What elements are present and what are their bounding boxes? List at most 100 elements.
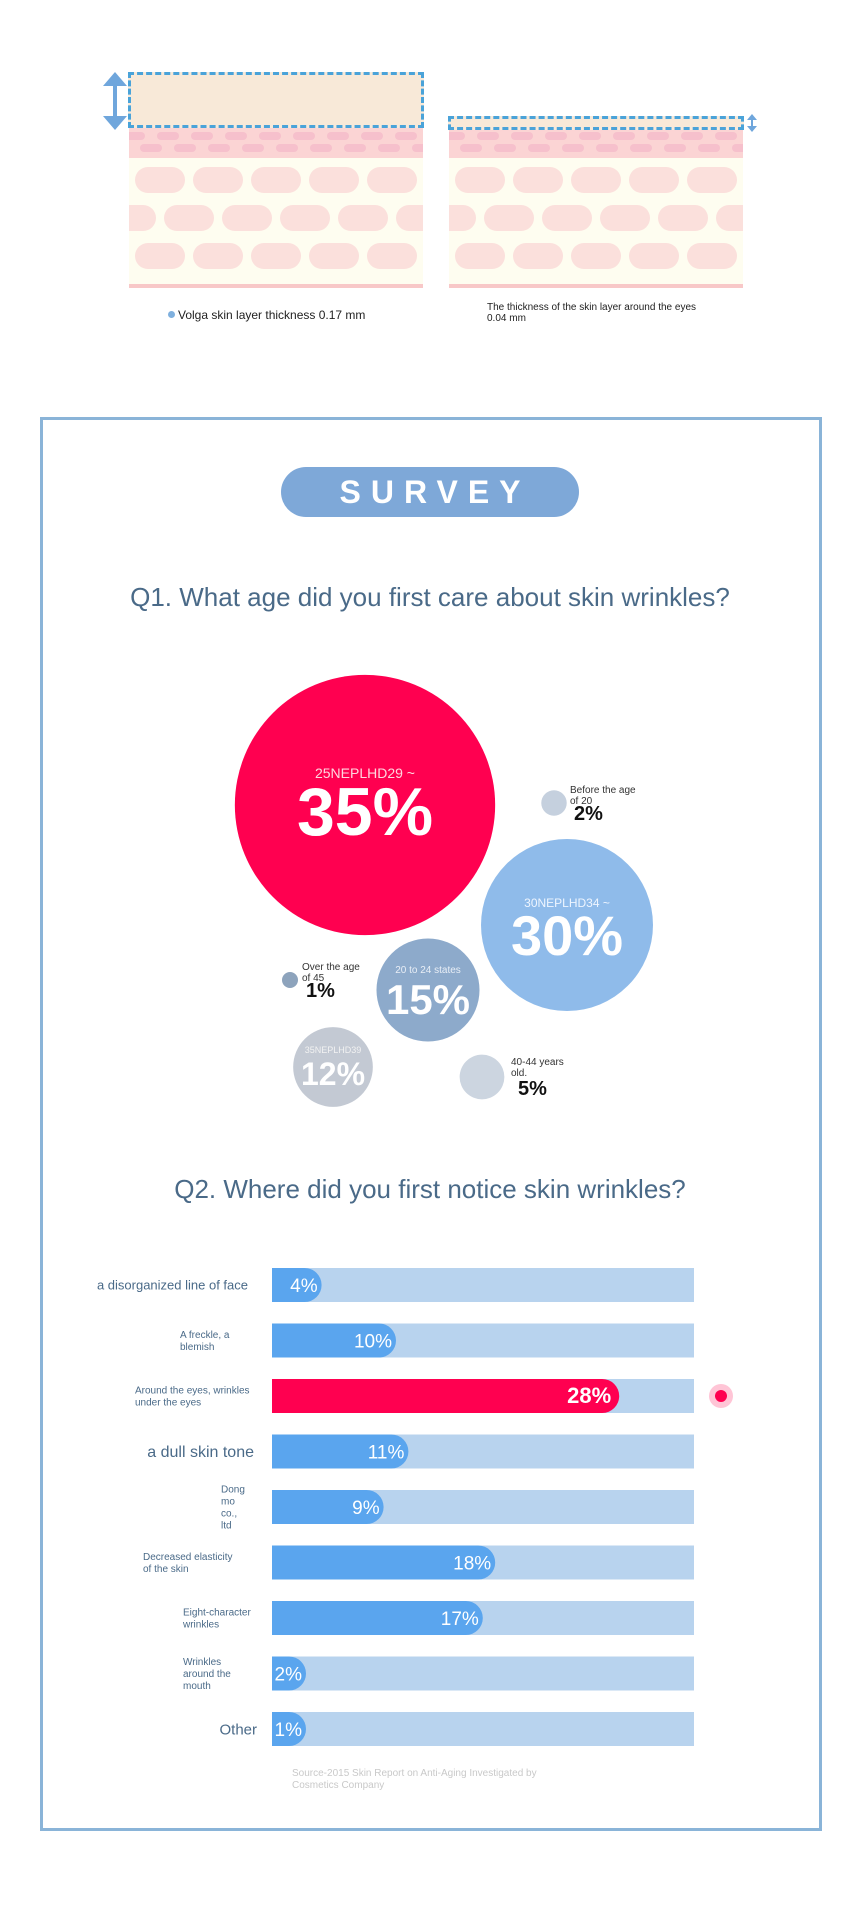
fat-cell [129, 205, 156, 231]
fat-cell [135, 167, 185, 193]
bullet-dot [168, 311, 175, 318]
bubble-value: 35% [297, 774, 433, 850]
bar-category-label: Around the eyes, wrinkles under the eyes [135, 1386, 250, 1409]
fat-cell [716, 205, 743, 231]
bubble-5: Before the age of 202% [541, 785, 636, 825]
bar-category-label: Decreased elasticity of the skin [143, 1552, 232, 1575]
skin-cell [596, 144, 618, 152]
eye-caption: The thickness of the skin layer around t… [487, 302, 707, 324]
bar [272, 1545, 496, 1580]
bubble-circle [234, 674, 496, 936]
skin-cell [477, 132, 499, 140]
bar-value-label: 4% [290, 1276, 318, 1297]
skin-cell [528, 144, 550, 152]
fat-cell [484, 205, 534, 231]
q1-bubble-chart: 25NEPLHD29 ~35%30NEPLHD34 ~30%20 to 24 s… [234, 674, 653, 1107]
fat-cell [455, 167, 505, 193]
skin-cell [293, 132, 315, 140]
fat-cell [280, 205, 330, 231]
skin-cell [225, 132, 247, 140]
bar-row-8: Other 1% [219, 1712, 694, 1746]
skin-cell [698, 144, 720, 152]
panel-base-line [449, 284, 743, 288]
bubble-label: 20 to 24 states [395, 965, 461, 976]
q2-title: Q2. Where did you first notice skin wrin… [174, 1174, 686, 1204]
bar-row-1: A freckle, a blemish 10% [180, 1323, 694, 1358]
fat-cell [309, 167, 359, 193]
bubble-value: 12% [301, 1056, 365, 1092]
skin-cell [395, 132, 417, 140]
bar-row-2: Around the eyes, wrinkles under the eyes 2… [135, 1379, 733, 1413]
bubble-label: 30NEPLHD34 ~ [524, 896, 610, 910]
skin-cell [344, 144, 366, 152]
bubble-label: Before the age of 20 [570, 785, 636, 807]
bar-category-label: A freckle, a blemish [180, 1330, 230, 1353]
bar-row-4: Dong mo co., ltd 9% [221, 1485, 694, 1532]
survey-badge: SURVEY [281, 467, 579, 517]
bar [272, 1379, 620, 1413]
fat-cell [251, 167, 301, 193]
survey-frame [40, 417, 822, 1831]
fat-cell [396, 205, 423, 231]
cheek-thickness-box [128, 72, 424, 128]
skin-cell [494, 144, 516, 152]
bubble-value: 1% [306, 980, 335, 1002]
bar-row-7: Wrinkles around the mouth 2% [183, 1656, 694, 1692]
fat-cell [629, 167, 679, 193]
fat-cell [455, 243, 505, 269]
cheek-caption-text: Volga skin layer thickness 0.17 mm [178, 308, 366, 322]
bar [272, 1434, 409, 1469]
bubble-4: 40-44 years old.5% [459, 1054, 564, 1100]
panel-base-line [129, 284, 423, 288]
skin-cell [276, 144, 298, 152]
bubble-circle [293, 1027, 373, 1107]
skin-cell [259, 132, 281, 140]
bar-category-label: a disorganized line of face [97, 1278, 248, 1293]
fat-cell [513, 243, 563, 269]
bar [272, 1601, 483, 1635]
bubble-circle [459, 1054, 505, 1100]
fat-cell [600, 205, 650, 231]
bubble-circle [481, 839, 653, 1011]
bar-value-label: 11% [368, 1443, 405, 1464]
bar-category-label: Other [219, 1721, 257, 1738]
bubble-value: 30% [511, 904, 623, 967]
bubble-label: Over the age of 45 [302, 962, 360, 984]
fat-cell [513, 167, 563, 193]
bar-track [272, 1656, 694, 1691]
skin-cell [579, 132, 601, 140]
source-note: Source-2015 Skin Report on Anti-Aging In… [292, 1768, 537, 1791]
fat-cell [367, 167, 417, 193]
bubble-value: 2% [574, 803, 603, 825]
skin-cell [613, 132, 635, 140]
bar-value-label: 28% [567, 1383, 611, 1408]
skin-illustration: Volga skin layer thickness 0.17 mm The t… [0, 0, 860, 340]
bar [272, 1490, 384, 1524]
skin-cell [361, 132, 383, 140]
q2-bar-chart: a disorganized line of face 4% A freckle, … [97, 1268, 733, 1746]
fat-cell [658, 205, 708, 231]
fat-cell [309, 243, 359, 269]
skin-cell [460, 144, 482, 152]
bar-value-label: 9% [352, 1498, 380, 1519]
skin-cell [412, 144, 423, 152]
bubble-label: 40-44 years old. [511, 1057, 564, 1079]
small-double-arrow-icon [747, 114, 757, 132]
fat-cell [164, 205, 214, 231]
eye-skin-diagram [449, 123, 743, 288]
fat-cell [338, 205, 388, 231]
bubble-1: 30NEPLHD34 ~30% [481, 839, 653, 1011]
skin-cell [511, 132, 533, 140]
skin-cell [129, 132, 145, 140]
skin-cell [562, 144, 584, 152]
fat-cell [687, 243, 737, 269]
bar-track [272, 1712, 694, 1746]
fat-cell [193, 243, 243, 269]
skin-cell [157, 132, 179, 140]
fat-cell [571, 167, 621, 193]
fat-cell [222, 205, 272, 231]
skin-cell [647, 132, 669, 140]
eye-caption-text: The thickness of the skin layer around t… [487, 302, 697, 324]
bar [272, 1712, 306, 1746]
